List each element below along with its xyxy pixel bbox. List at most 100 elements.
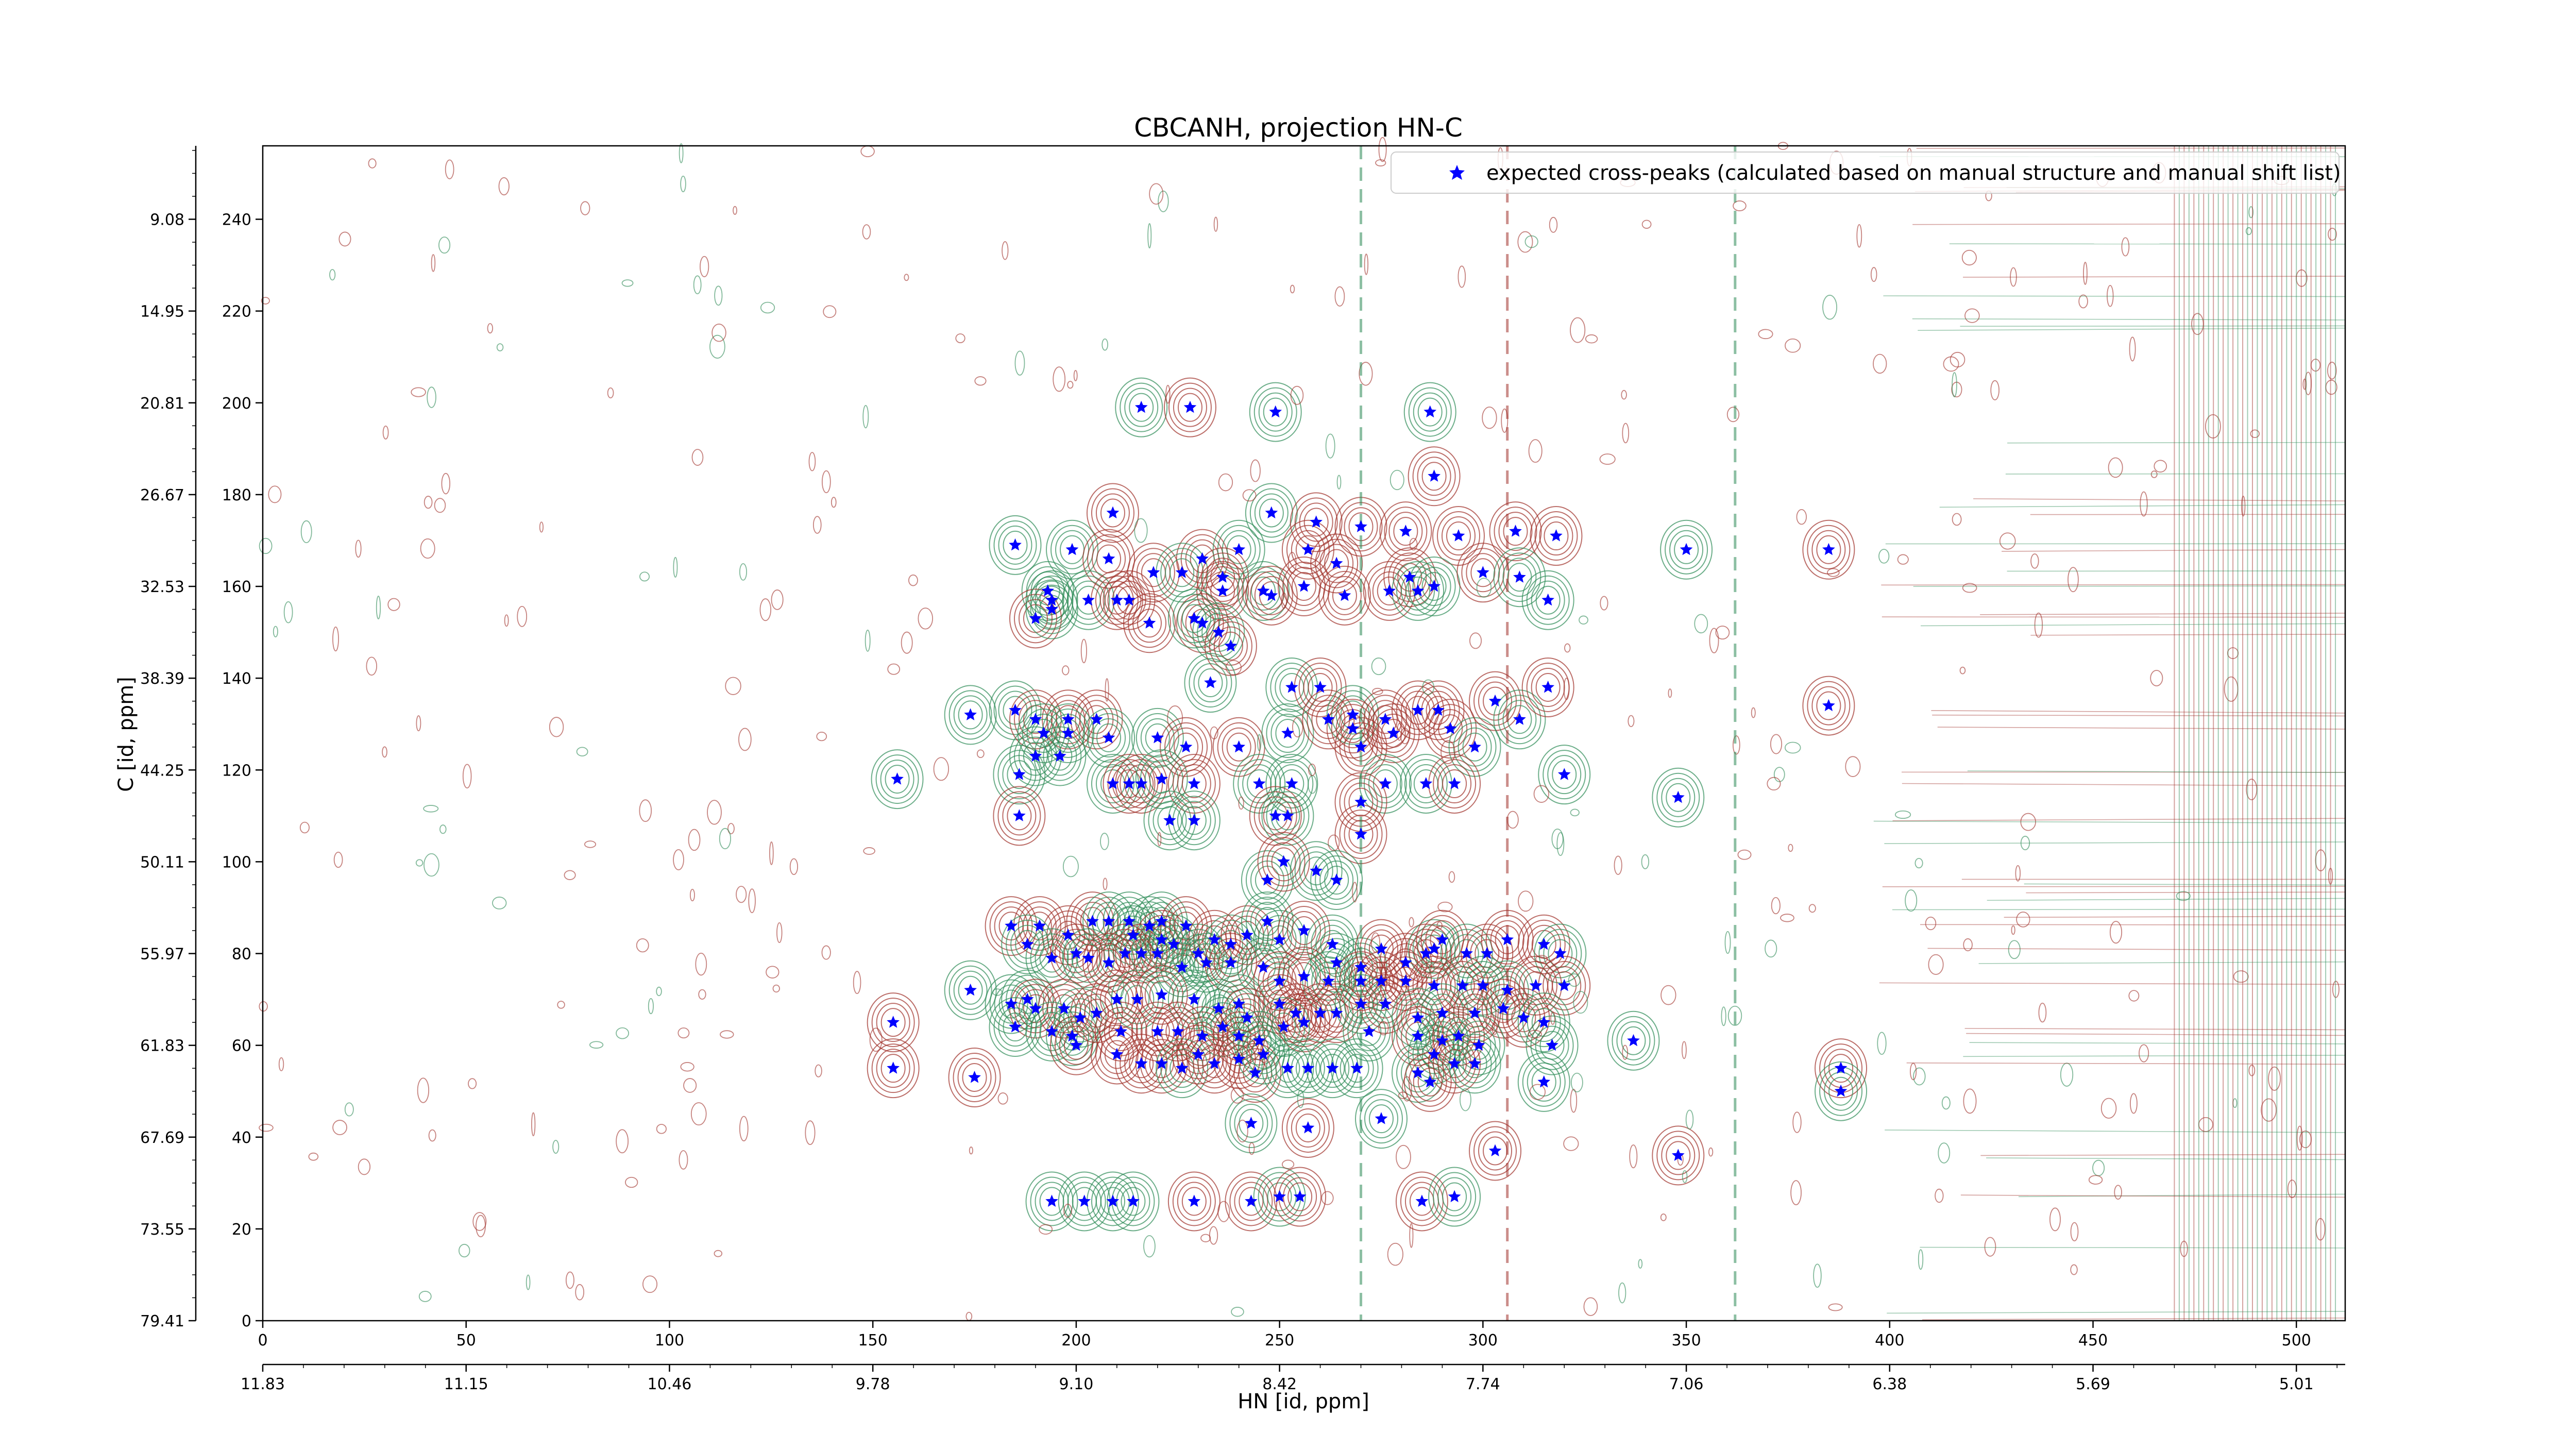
cross-peak-marker xyxy=(1151,947,1164,959)
peak-contour xyxy=(1470,558,1496,587)
peak-contour xyxy=(1170,558,1195,587)
peak-contour xyxy=(1123,593,1176,653)
peak-contour xyxy=(867,992,920,1053)
noise-contour xyxy=(333,851,343,868)
cross-peak-marker xyxy=(1297,1016,1311,1028)
cross-peak-marker xyxy=(1009,1020,1022,1033)
cross-peak-marker xyxy=(1423,405,1437,418)
noise-contour xyxy=(1660,985,1676,1005)
peak-contour xyxy=(1173,387,1207,427)
peak-contour xyxy=(1426,696,1451,725)
cross-peak-marker xyxy=(1261,915,1274,927)
noise-contour xyxy=(1726,407,1740,423)
peak-contour xyxy=(1462,1049,1487,1079)
peak-contour xyxy=(1261,786,1314,846)
noise-contour xyxy=(1959,666,1966,675)
peak-contour xyxy=(1100,1187,1125,1216)
noise-contour xyxy=(1136,962,1143,977)
cross-peak-marker xyxy=(1281,809,1294,821)
peak-contour xyxy=(1025,928,1078,988)
peak-contour xyxy=(1392,680,1445,740)
peak-contour xyxy=(1489,501,1542,562)
peak-contour xyxy=(1421,572,1447,601)
peak-contour xyxy=(1448,1034,1501,1094)
cross-peak-marker xyxy=(1273,997,1286,1009)
noise-contour xyxy=(616,1027,630,1039)
edge-contour xyxy=(1918,327,2346,331)
noise-contour xyxy=(862,224,871,240)
cross-peak-marker xyxy=(1488,694,1502,707)
peak-contour xyxy=(880,1054,906,1083)
cross-peak-marker xyxy=(1411,1029,1425,1042)
cross-peak-marker xyxy=(1403,570,1416,583)
noise-contour xyxy=(673,849,684,870)
peak-contour xyxy=(1319,544,1354,583)
noise-contour xyxy=(725,677,741,695)
noise-contour xyxy=(531,1112,536,1137)
cross-peak-marker xyxy=(1102,956,1115,968)
noise-contour xyxy=(368,158,377,169)
peak-contour xyxy=(1221,988,1274,1048)
peak-contour xyxy=(1196,561,1249,621)
noise-contour xyxy=(268,485,282,503)
peak-contour xyxy=(1234,1104,1268,1143)
noise-contour xyxy=(2304,372,2312,395)
peak-contour xyxy=(1185,603,1219,643)
noise-contour xyxy=(1067,381,1074,389)
edge-contour xyxy=(1912,318,2346,321)
peak-contour xyxy=(875,754,919,804)
cross-peak-marker xyxy=(1265,588,1278,601)
peak-contour xyxy=(1612,1016,1655,1066)
peak-contour xyxy=(1318,565,1371,626)
peak-contour xyxy=(1401,571,1435,611)
cross-peak-marker xyxy=(1090,713,1103,725)
peak-contour xyxy=(1218,631,1243,661)
noise-contour xyxy=(1780,914,1794,922)
edge-contour xyxy=(1960,1194,2346,1198)
peak-contour xyxy=(1535,672,1561,702)
noise-contour xyxy=(1238,796,1244,810)
peak-contour xyxy=(1295,535,1320,564)
edge-contour xyxy=(1964,1027,2346,1031)
edge-contour xyxy=(1963,1055,2346,1057)
cross-peak-marker xyxy=(1411,703,1425,716)
cross-peak-marker xyxy=(1188,612,1201,624)
peak-contour xyxy=(1254,576,1289,615)
x-ppm-tick-label: 8.42 xyxy=(1262,1375,1297,1393)
peak-contour xyxy=(1136,713,1179,763)
peak-contour xyxy=(1660,519,1713,580)
x-ppm-tick-label: 5.01 xyxy=(2279,1375,2314,1393)
noise-contour xyxy=(1913,1067,1926,1086)
peak-contour xyxy=(1266,709,1310,758)
cross-peak-marker xyxy=(1232,543,1246,555)
noise-contour xyxy=(683,1078,697,1093)
peak-contour xyxy=(1253,1167,1306,1227)
contour-layer xyxy=(259,137,2346,1321)
peak-contour xyxy=(1652,767,1705,828)
noise-contour xyxy=(2108,457,2123,478)
cross-peak-marker xyxy=(1477,979,1489,991)
noise-contour xyxy=(1200,1234,1211,1242)
noise-contour xyxy=(2121,237,2130,257)
noise-contour xyxy=(772,984,780,993)
peak-contour xyxy=(1340,1049,1374,1088)
cross-peak-marker xyxy=(1322,974,1335,987)
edge-contour xyxy=(1980,613,2346,615)
cross-peak-marker xyxy=(1310,515,1323,528)
noise-contour xyxy=(1641,220,1652,229)
cross-peak-marker xyxy=(1216,570,1229,583)
peak-contour xyxy=(1090,1024,1143,1085)
peak-contour xyxy=(1514,961,1557,1010)
cross-peak-marker xyxy=(1151,731,1164,744)
noise-contour xyxy=(1409,537,1418,551)
peak-contour xyxy=(1058,993,1102,1043)
noise-contour xyxy=(689,888,695,902)
noise-contour xyxy=(2008,940,2021,959)
noise-contour xyxy=(2010,267,2017,287)
peak-contour xyxy=(948,690,992,740)
noise-contour xyxy=(2060,1063,2074,1087)
noise-contour xyxy=(2150,670,2163,686)
peak-contour xyxy=(1372,989,1398,1019)
noise-contour xyxy=(498,177,510,196)
cross-peak-marker xyxy=(1143,919,1156,932)
